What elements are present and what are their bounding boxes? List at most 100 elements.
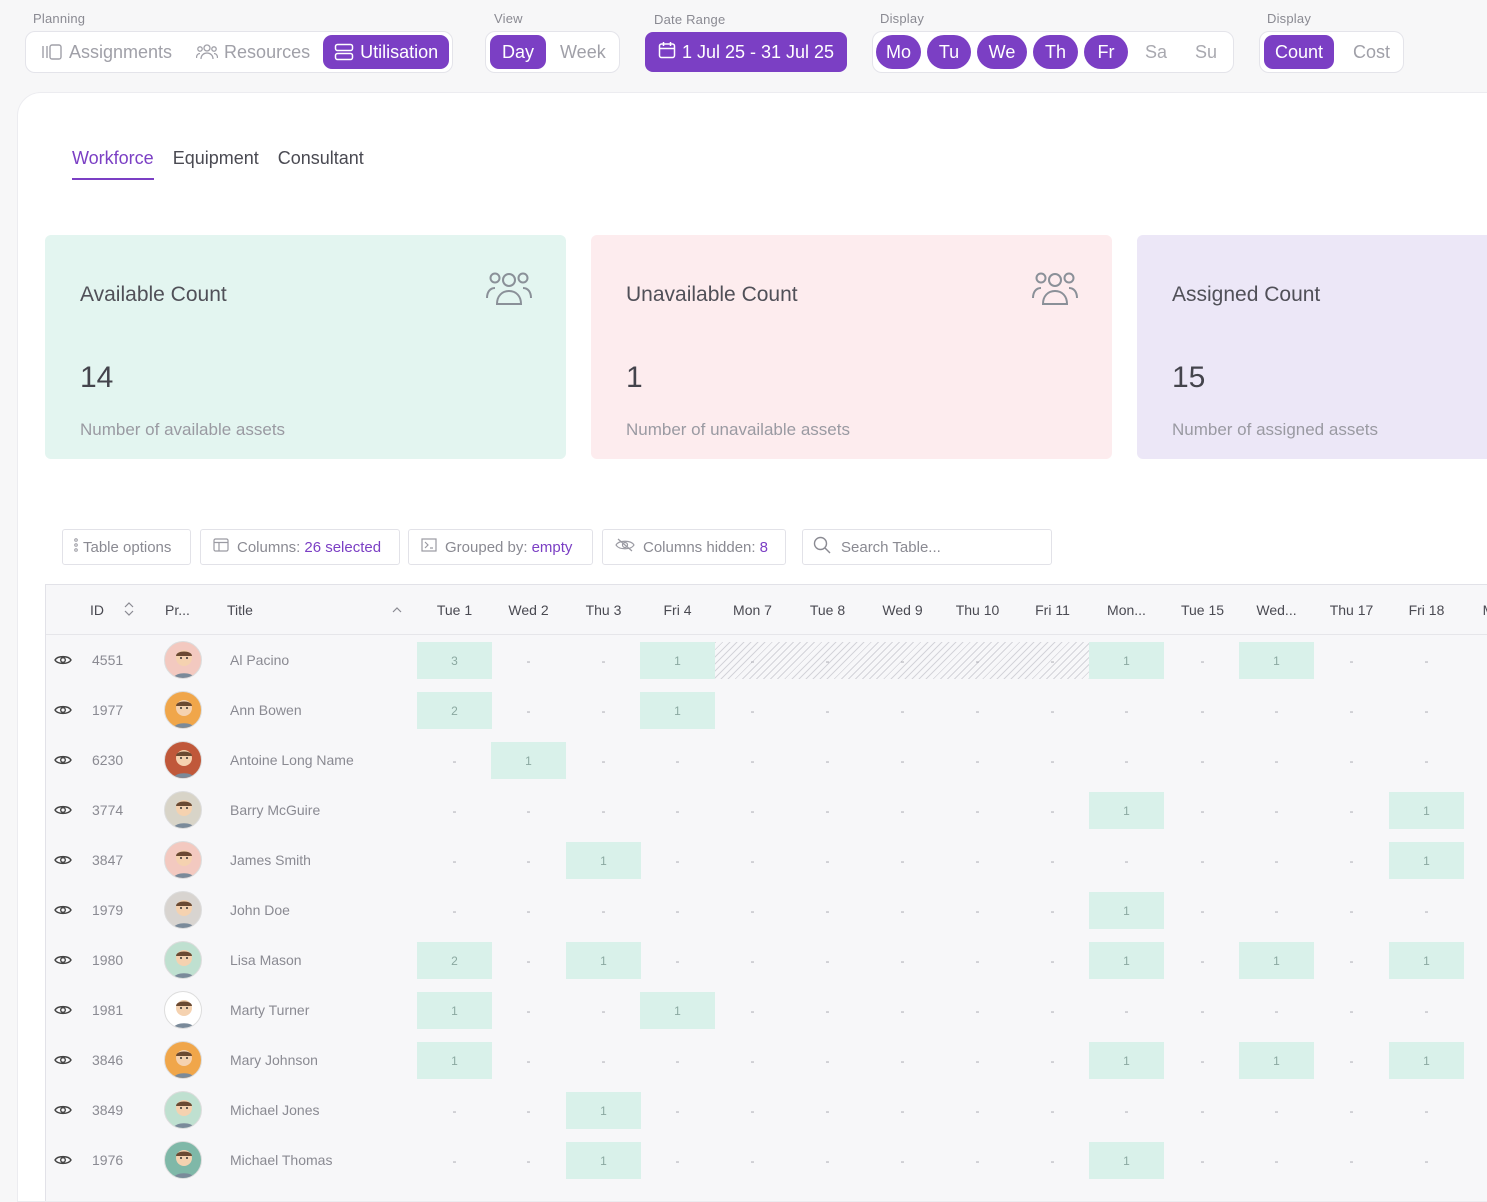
day-cell[interactable]: - — [526, 1003, 531, 1018]
day-su[interactable]: Su — [1195, 41, 1218, 62]
day-cell[interactable]: 1 — [1389, 792, 1464, 829]
day-cell[interactable]: 1 — [1089, 1142, 1164, 1179]
day-cell[interactable]: - — [900, 1103, 905, 1118]
day-cell[interactable]: - — [1349, 953, 1354, 968]
day-cell[interactable]: - — [675, 1053, 680, 1068]
day-cell[interactable]: - — [900, 1003, 905, 1018]
day-cell[interactable]: - — [1349, 803, 1354, 818]
day-cell[interactable]: - — [1424, 703, 1429, 718]
day-cell[interactable]: 1 — [417, 992, 492, 1029]
table-row[interactable]: 3849 Michael Jones - - 1 - - - - - - - - - - - — [46, 1085, 1487, 1135]
day-cell[interactable]: - — [526, 903, 531, 918]
day-cell[interactable]: - — [1274, 853, 1279, 868]
day-cell[interactable]: - — [1424, 753, 1429, 768]
header-profile[interactable]: Pr... — [165, 602, 190, 618]
day-cell[interactable]: - — [825, 653, 830, 668]
row-title[interactable]: Antoine Long Name — [230, 752, 354, 768]
day-cell[interactable]: - — [1274, 903, 1279, 918]
day-cell[interactable]: - — [825, 1153, 830, 1168]
day-cell[interactable]: - — [750, 1053, 755, 1068]
columns-button[interactable]: Columns: 26 selected — [200, 529, 400, 565]
day-cell[interactable]: - — [1349, 1103, 1354, 1118]
day-cell[interactable]: 1 — [640, 642, 715, 679]
day-cell[interactable]: - — [452, 1103, 457, 1118]
day-cell[interactable]: - — [1424, 1103, 1429, 1118]
day-cell[interactable]: - — [601, 1003, 606, 1018]
header-day[interactable]: Tue 15 — [1180, 602, 1225, 618]
day-sa[interactable]: Sa — [1145, 41, 1168, 62]
day-cell[interactable]: 1 — [1089, 942, 1164, 979]
day-cell[interactable]: 1 — [1389, 842, 1464, 879]
day-cell[interactable]: - — [1200, 1103, 1205, 1118]
day-cell[interactable]: 1 — [566, 942, 641, 979]
table-row[interactable]: 1977 Ann Bowen 2 - - 1 - - - - - - - - - - — [46, 685, 1487, 735]
day-cell[interactable]: - — [1200, 803, 1205, 818]
day-cell[interactable]: - — [825, 853, 830, 868]
day-cell[interactable]: - — [1349, 753, 1354, 768]
header-day[interactable]: M — [1451, 585, 1487, 635]
header-title[interactable]: Title — [227, 585, 402, 635]
day-cell[interactable]: - — [526, 1103, 531, 1118]
date-range-button[interactable]: 1 Jul 25 - 31 Jul 25 — [645, 32, 847, 72]
day-mo[interactable]: Mo — [876, 35, 922, 69]
day-cell[interactable]: 1 — [491, 742, 566, 779]
columns-hidden-button[interactable]: Columns hidden: 8 — [602, 529, 786, 565]
row-title[interactable]: Barry McGuire — [230, 802, 321, 818]
day-cell[interactable]: - — [675, 953, 680, 968]
table-row[interactable]: 3847 James Smith - - 1 - - - - - - - - - - 1 — [46, 835, 1487, 885]
day-cell[interactable]: 1 — [1089, 1042, 1164, 1079]
day-cell[interactable]: - — [825, 1053, 830, 1068]
day-cell[interactable]: - — [1349, 903, 1354, 918]
day-cell[interactable]: - — [900, 1053, 905, 1068]
day-cell[interactable]: - — [1349, 703, 1354, 718]
day-cell[interactable]: - — [526, 853, 531, 868]
table-row[interactable]: 1979 John Doe - - - - - - - - - 1 - - - - — [46, 885, 1487, 935]
day-cell[interactable]: - — [601, 1053, 606, 1068]
metric-cost[interactable]: Cost — [1353, 41, 1391, 62]
table-row[interactable]: 6230 Antoine Long Name - 1 - - - - - - - - - - - - — [46, 735, 1487, 785]
day-cell[interactable]: - — [526, 703, 531, 718]
day-cell[interactable]: - — [975, 953, 980, 968]
table-row[interactable]: 3846 Mary Johnson 1 - - - - - - - - 1 - 1 - 1 — [46, 1035, 1487, 1085]
day-cell[interactable]: - — [1124, 1103, 1129, 1118]
day-cell[interactable]: - — [975, 1103, 980, 1118]
table-row[interactable]: 3774 Barry McGuire - - - - - - - - - 1 - - - 1 — [46, 785, 1487, 835]
search-box[interactable]: Search Table... — [802, 529, 1052, 565]
day-cell[interactable]: - — [1200, 853, 1205, 868]
header-day[interactable]: Thu 17 — [1329, 602, 1374, 618]
day-cell[interactable]: - — [1349, 653, 1354, 668]
day-cell[interactable]: - — [1124, 753, 1129, 768]
day-cell[interactable]: - — [1274, 753, 1279, 768]
day-cell[interactable]: 1 — [566, 1092, 641, 1129]
day-cell[interactable]: - — [900, 953, 905, 968]
header-day[interactable]: Thu 10 — [955, 602, 1000, 618]
eye-icon[interactable] — [54, 885, 72, 935]
day-cell[interactable]: - — [750, 853, 755, 868]
day-cell[interactable]: - — [750, 703, 755, 718]
eye-icon[interactable] — [54, 735, 72, 785]
eye-icon[interactable] — [54, 1085, 72, 1135]
day-cell[interactable]: 3 — [417, 642, 492, 679]
table-options-button[interactable]: Table options — [62, 529, 191, 565]
day-cell[interactable]: - — [825, 1003, 830, 1018]
day-th[interactable]: Th — [1033, 35, 1079, 69]
day-cell[interactable]: - — [601, 653, 606, 668]
row-title[interactable]: Ann Bowen — [230, 702, 302, 718]
day-cell[interactable]: - — [1050, 1103, 1055, 1118]
day-cell[interactable]: - — [452, 853, 457, 868]
day-cell[interactable]: - — [900, 803, 905, 818]
row-title[interactable]: Al Pacino — [230, 652, 290, 668]
eye-icon[interactable] — [54, 685, 72, 735]
day-cell[interactable]: - — [975, 703, 980, 718]
day-cell[interactable]: - — [975, 803, 980, 818]
day-cell[interactable]: - — [900, 653, 905, 668]
day-cell[interactable]: - — [1200, 1003, 1205, 1018]
planning-assignments[interactable]: Assignments — [30, 35, 183, 69]
day-cell[interactable]: - — [675, 803, 680, 818]
day-cell[interactable]: - — [900, 753, 905, 768]
day-cell[interactable]: - — [825, 903, 830, 918]
day-cell[interactable]: - — [1200, 703, 1205, 718]
header-day[interactable]: Tue 1 — [436, 602, 473, 618]
header-day[interactable]: Wed... — [1256, 602, 1297, 618]
day-cell[interactable]: - — [452, 1153, 457, 1168]
